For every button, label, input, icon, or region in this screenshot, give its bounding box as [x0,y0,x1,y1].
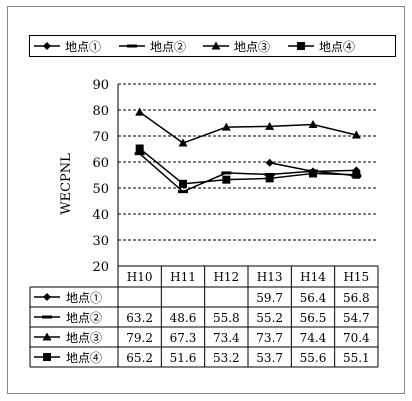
y-tick-label: 40 [92,208,109,223]
data-label: 55.2 [256,311,283,325]
data-label: 51.6 [170,351,197,365]
y-tick-label: 80 [92,104,109,119]
legend-marker [297,42,305,50]
data-point [309,169,317,178]
data-point [308,120,318,129]
row-legend-marker [43,293,51,301]
data-label: 55.1 [343,351,370,365]
x-tick-label: H12 [213,270,239,284]
x-tick-label: H13 [257,270,283,284]
y-tick-label: 70 [92,130,109,145]
data-point [352,170,361,179]
series-lines [134,107,362,194]
x-tick-label: H15 [343,270,369,284]
data-point [222,175,231,184]
series-line-4 [139,147,357,185]
legend: 地点① 地点② 地点③ 地点④ [34,40,355,54]
data-point [179,179,187,188]
data-point [265,174,274,183]
legend-entry: 地点② [150,40,186,54]
data-label: 53.2 [213,351,240,365]
data-label: 56.5 [300,311,327,325]
data-label: 55.8 [213,311,240,325]
row-legend-marker [42,332,52,341]
y-axis-label: WECPNL [59,153,74,215]
chart-frame [7,6,405,394]
data-point [265,121,275,130]
legend-marker [43,42,51,50]
data-label: 54.7 [343,311,370,325]
data-label: 59.7 [256,291,283,305]
grid: 20 30 40 50 60 70 80 90 [92,78,378,275]
x-tick-label: H10 [127,270,153,284]
data-label: 79.2 [126,331,153,345]
row-series-name: 地点④ [66,351,102,365]
legend-entry: 地点① [65,40,101,54]
data-label: 48.6 [170,311,197,325]
data-label: 73.4 [213,331,240,345]
y-tick-label: 30 [92,234,109,249]
x-tick-label: H11 [170,270,196,284]
series-line-2 [139,153,357,193]
y-tick-label: 60 [92,156,109,171]
y-tick-label: 90 [92,78,109,93]
data-label: 67.3 [170,331,197,345]
data-label: 63.2 [126,311,153,325]
data-label: 55.6 [300,351,327,365]
data-point [351,130,361,139]
legend-entry: 地点④ [319,40,355,54]
data-point [135,144,144,153]
data-label: 53.7 [256,351,283,365]
row-series-name: 地点② [66,311,102,325]
data-label: 56.8 [343,291,370,305]
data-label: 65.2 [126,351,153,365]
legend-box [29,35,396,57]
y-tick-label: 50 [92,182,109,197]
y-tick-label: 20 [92,260,109,275]
x-tick-label: H14 [300,270,326,284]
data-point [135,107,145,116]
row-series-name: 地点① [66,291,102,305]
legend-entry: 地点③ [234,40,270,54]
data-label: 70.4 [343,331,370,345]
data-label: 56.4 [300,291,327,305]
row-series-name: 地点③ [66,331,102,345]
data-table: H10 H11 H12 H13 H14 H15 地点① 59.7 56.4 56.8 地点② 63.2… [29,265,379,368]
data-point [178,138,188,147]
legend-marker [211,41,221,50]
data-label: 74.4 [300,331,327,345]
series-line-3 [139,111,357,144]
data-point [265,158,274,167]
row-legend-marker [43,353,51,361]
data-label: 73.7 [256,331,283,345]
data-point [221,122,231,131]
